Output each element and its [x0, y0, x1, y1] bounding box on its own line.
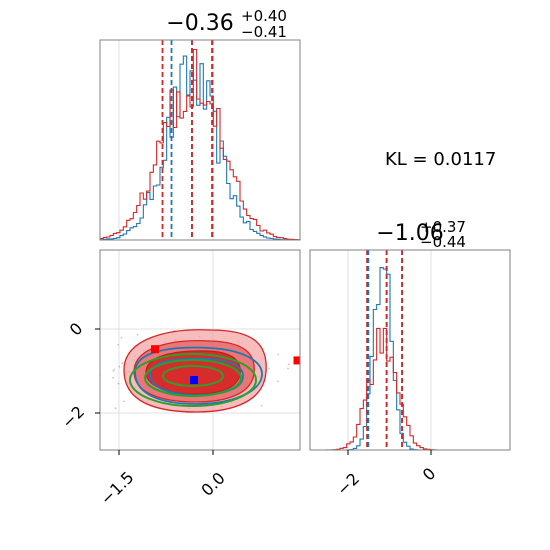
sample-point — [121, 362, 124, 365]
marker-square — [151, 345, 159, 354]
marginal-2-title-minus: −0.44 — [420, 233, 466, 251]
blue-contour-outer — [134, 346, 263, 405]
marginal-panel-2: −1.06 +0.37 −0.44 −2 0 — [309, 218, 511, 499]
sample-point — [260, 404, 263, 407]
sample-point — [288, 363, 290, 366]
sample-point — [112, 369, 115, 372]
histogram-series — [310, 327, 510, 451]
sample-point — [118, 365, 121, 368]
x-tick-label: −1.5 — [97, 468, 138, 509]
histogram-2 — [310, 250, 510, 451]
sample-point — [112, 376, 114, 379]
sample-point — [303, 379, 305, 381]
green-contour-outer — [129, 353, 257, 407]
blue-contour-inner — [149, 357, 244, 396]
sample-point — [136, 333, 139, 336]
x-tick-label: 0.0 — [197, 468, 228, 499]
marginal-2-title-plus: +0.37 — [420, 218, 466, 236]
y-tick-label: −2 — [58, 402, 88, 432]
sample-point — [114, 407, 117, 410]
sample-point — [113, 368, 116, 371]
sample-point — [117, 382, 120, 385]
sample-point — [276, 380, 279, 383]
marginal-2-frame — [309, 249, 511, 451]
kl-label: KL = 0.0117 — [385, 149, 496, 170]
marginal-1-title-minus: −0.41 — [241, 23, 287, 41]
joint-frame — [99, 249, 301, 451]
x-tick-label: 0 — [419, 464, 440, 485]
green-contour-mid — [144, 359, 242, 397]
sample-point — [287, 367, 289, 370]
marginal-1-title: −0.36 — [166, 11, 233, 36]
histogram-series — [99, 55, 300, 241]
marginal-panel-1: −0.36 +0.40 −0.41 — [99, 7, 301, 241]
sample-point — [277, 353, 280, 356]
sample-point — [117, 343, 119, 346]
marginal-1-title-plus: +0.40 — [241, 7, 287, 25]
marginal-2-title: −1.06 — [376, 221, 443, 246]
histogram-series — [310, 267, 510, 451]
histogram-series — [99, 48, 301, 241]
joint-panel: −1.5 0.0 0 −2 — [58, 249, 318, 509]
point-markers — [151, 345, 300, 384]
sample-point — [316, 374, 318, 376]
sample-point — [313, 356, 315, 358]
x-tick-label: −2 — [333, 469, 363, 499]
marker-square — [190, 376, 198, 384]
green-contour-inner — [162, 365, 224, 387]
histogram-1 — [99, 40, 301, 241]
sample-point — [122, 400, 125, 403]
marginal-1-frame — [99, 39, 301, 241]
marker-square — [293, 356, 300, 365]
y-tick-label: 0 — [66, 319, 87, 340]
sample-point — [268, 367, 270, 370]
sample-point — [120, 336, 123, 339]
